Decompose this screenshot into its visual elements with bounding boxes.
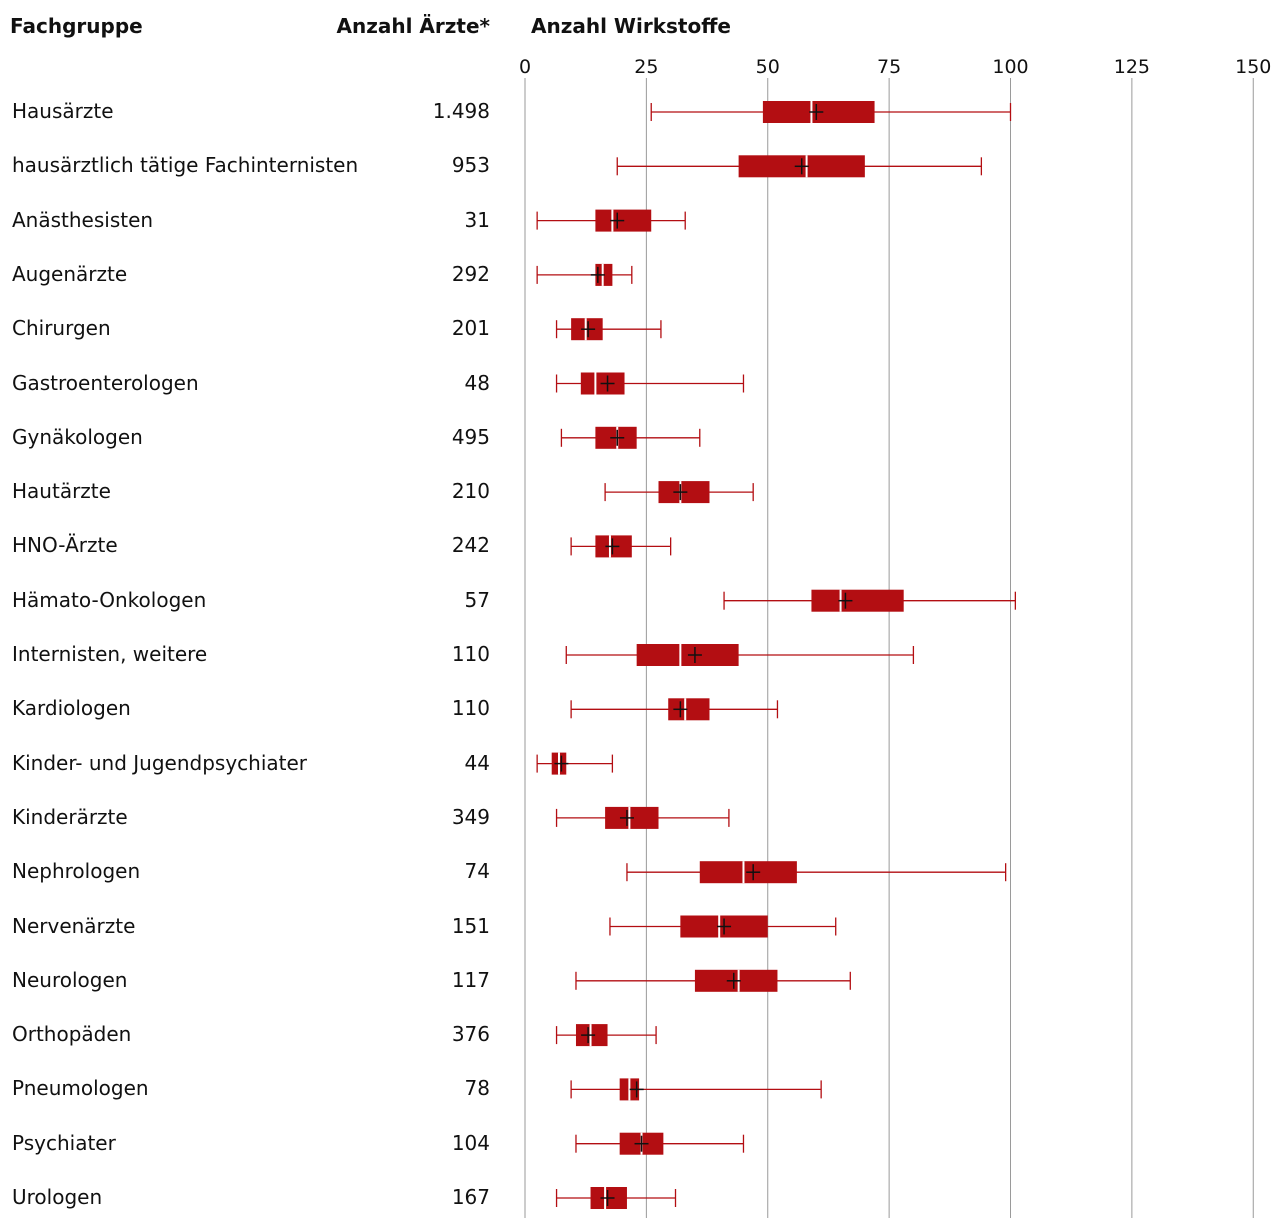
row-label: HNO-Ärzte [12,533,118,558]
column-header-anzahl-aerzte: Anzahl Ärzte* [336,14,490,38]
x-tick-label-150: 150 [1235,56,1271,78]
row-count: 349 [451,804,490,829]
x-tick-label-100: 100 [992,56,1028,78]
axis-title-anzahl-wirkstoffe: Anzahl Wirkstoffe [531,14,731,38]
row-label: Augenärzte [12,261,128,286]
x-tick-label-0: 0 [519,56,531,78]
row-count: 201 [451,316,490,341]
row-count: 242 [451,533,490,558]
row-label: Neurologen [12,967,128,992]
row-label: Anästhesisten [12,207,154,232]
row-count: 117 [451,967,490,992]
row-count: 74 [464,859,490,884]
row-count: 953 [451,153,490,178]
row-count: 376 [451,1022,490,1047]
row-count: 44 [464,750,490,775]
x-tick-label-75: 75 [877,56,901,78]
row-label: Chirurgen [12,316,111,341]
row-count: 167 [451,1185,490,1209]
row-count: 78 [464,1076,490,1101]
box-iqr [636,644,739,666]
row-label: Nervenärzte [12,913,136,938]
row-count: 1.498 [432,99,490,123]
row-count: 48 [464,370,490,395]
row-label: Nephrologen [12,859,141,884]
row-count: 495 [451,424,490,449]
row-label: Pneumologen [12,1076,149,1101]
row-label: Urologen [12,1185,103,1209]
x-tick-label-125: 125 [1114,56,1150,78]
row-count: 210 [451,479,490,504]
row-label: Gastroenterologen [12,370,199,395]
row-count: 104 [451,1130,490,1155]
row-count: 151 [451,913,490,938]
row-count: 31 [464,207,490,232]
row-count: 110 [451,696,490,721]
row-count: 292 [451,261,490,286]
row-label: Gynäkologen [12,424,143,449]
row-count: 57 [464,587,490,612]
x-tick-label-50: 50 [756,56,780,78]
row-label: Kinderärzte [12,804,128,829]
box-iqr [668,698,710,721]
row-label: Kinder- und Jugendpsychiater [12,750,308,775]
row-label: Hausärzte [12,99,114,123]
row-label: Psychiater [12,1130,116,1155]
box-iqr [811,589,904,612]
column-header-fachgruppe: Fachgruppe [10,14,143,38]
row-count: 110 [451,642,490,666]
row-label: Internisten, weitere [12,642,208,666]
row-label: hausärztlich tätige Fachinternisten [12,153,359,178]
x-tick-label-25: 25 [634,56,658,78]
row-label: Orthopäden [12,1022,132,1047]
row-label: Hautärzte [12,479,111,504]
row-label: Hämato-Onkologen [12,587,207,612]
row-label: Kardiologen [12,696,131,721]
